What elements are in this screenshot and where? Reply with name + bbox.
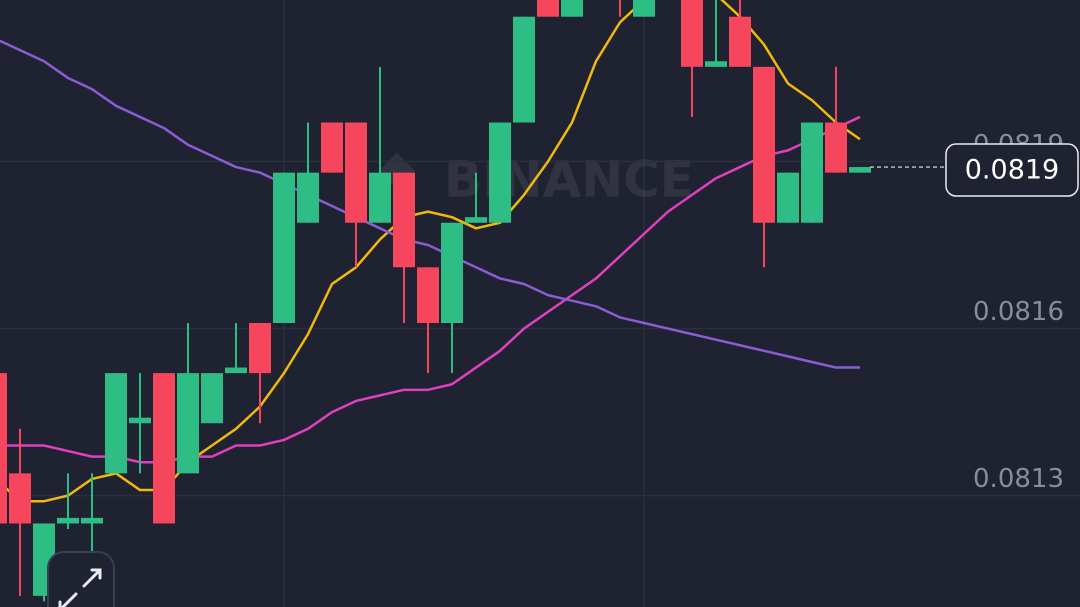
candle-body — [273, 172, 295, 323]
candle-body — [777, 172, 799, 223]
candle-body — [249, 322, 271, 374]
expand-button-frame[interactable] — [47, 551, 115, 607]
candle-body — [561, 0, 583, 17]
expand-button[interactable] — [47, 551, 115, 607]
candle-body — [297, 172, 319, 223]
moving-average-line — [0, 39, 860, 369]
candle-body — [81, 517, 103, 524]
candle-body — [441, 222, 463, 323]
candle-body — [681, 0, 703, 67]
candle-body — [849, 167, 871, 173]
candle-body — [825, 122, 847, 173]
y-tick-label: 0.0813 — [973, 464, 1064, 494]
candle-body — [129, 417, 151, 424]
candle-body — [633, 0, 655, 17]
candle-body — [105, 373, 127, 474]
price-tag-box — [945, 143, 1079, 197]
candle-body — [9, 473, 31, 524]
y-tick-label: 0.0816 — [973, 297, 1064, 327]
candle-body — [177, 373, 199, 474]
candle-body — [537, 0, 559, 17]
candle-body — [705, 61, 727, 67]
moving-average-line — [0, 0, 861, 503]
candles — [0, 0, 946, 602]
candle-body — [465, 217, 487, 223]
candle-body — [225, 367, 247, 374]
candle-body — [57, 517, 79, 524]
candle-body — [489, 122, 511, 223]
candle-body — [321, 122, 343, 173]
candle-body — [345, 122, 367, 223]
candle-body — [369, 172, 391, 223]
candle-body — [753, 66, 775, 223]
expand-icon[interactable] — [58, 568, 102, 607]
candle-body — [0, 373, 7, 524]
price-tag-label: 0.0819 — [965, 155, 1059, 186]
candle-body — [393, 172, 415, 268]
candle-body — [801, 122, 823, 223]
grid — [0, 160, 1080, 497]
price-tag: 0.0819 — [945, 143, 1079, 197]
candle-body — [729, 16, 751, 67]
watermark-text: BINANCE — [444, 151, 694, 209]
candle-body — [153, 373, 175, 524]
candle-body — [201, 373, 223, 424]
candle-body — [513, 16, 535, 123]
candle-body — [417, 267, 439, 323]
